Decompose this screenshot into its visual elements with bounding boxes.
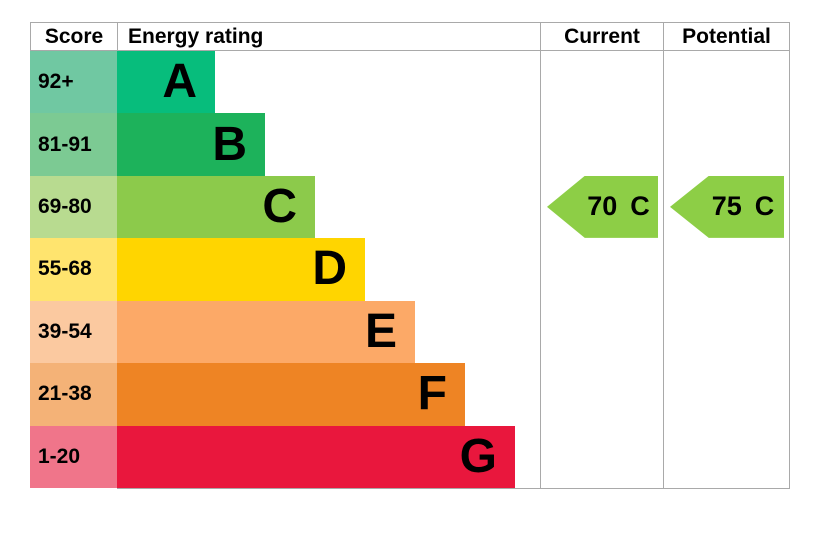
score-range-label: 1-20 xyxy=(38,444,81,468)
score-range-cell: 1-20 xyxy=(30,425,117,488)
band-bar: C xyxy=(117,175,315,239)
band-letter: D xyxy=(312,242,347,296)
band-row: 1-20 G xyxy=(30,425,790,488)
epc-body: 92+ A 81-91 B 69-80 C 55-68 D 39-54 xyxy=(30,51,790,489)
score-range-label: 69-80 xyxy=(38,195,92,219)
band-row: 92+ A xyxy=(30,51,790,114)
current-score-value: 70 xyxy=(587,191,618,222)
score-range-cell: 21-38 xyxy=(30,363,117,426)
score-range-label: 21-38 xyxy=(38,382,92,406)
current-rating-arrow: 70 C xyxy=(547,175,658,238)
header-current: Current xyxy=(540,22,663,51)
band-letter: E xyxy=(364,304,397,358)
band-bar: E xyxy=(117,300,415,364)
score-range-label: 39-54 xyxy=(38,319,92,343)
score-range-cell: 69-80 xyxy=(30,175,117,239)
epc-table: Score Energy rating Current Potential 92… xyxy=(30,22,790,489)
band-bar: A xyxy=(117,51,215,114)
score-range-label: 92+ xyxy=(38,70,74,94)
current-column: 70 C xyxy=(540,51,663,489)
header-energy-rating: Energy rating xyxy=(117,22,540,51)
band-row: 69-80 C xyxy=(30,175,790,239)
potential-column: 75 C xyxy=(663,51,790,489)
band-letter: F xyxy=(417,367,447,421)
header-score: Score xyxy=(30,22,117,51)
score-range-label: 81-91 xyxy=(38,132,92,156)
band-row: 21-38 F xyxy=(30,363,790,426)
band-bar: D xyxy=(117,238,365,301)
band-row: 55-68 D xyxy=(30,238,790,301)
potential-score-value: 75 xyxy=(711,191,742,222)
score-range-cell: 55-68 xyxy=(30,238,117,301)
band-row: 39-54 E xyxy=(30,300,790,364)
potential-band-letter: C xyxy=(754,191,775,222)
band-bar: G xyxy=(117,425,515,488)
header-potential: Potential xyxy=(663,22,790,51)
band-letter: G xyxy=(459,429,497,483)
band-letter: A xyxy=(162,55,197,109)
table-bottom-border xyxy=(117,488,790,489)
band-letter: B xyxy=(212,117,247,171)
band-row: 81-91 B xyxy=(30,113,790,176)
band-letter: C xyxy=(262,180,297,234)
current-band-letter: C xyxy=(630,191,650,222)
band-rows: 92+ A 81-91 B 69-80 C 55-68 D 39-54 xyxy=(30,51,790,488)
score-range-label: 55-68 xyxy=(38,257,92,281)
potential-rating-arrow: 75 C xyxy=(670,175,784,238)
band-bar: F xyxy=(117,363,465,426)
score-range-cell: 81-91 xyxy=(30,113,117,176)
table-header-row: Score Energy rating Current Potential xyxy=(30,22,790,51)
score-range-cell: 92+ xyxy=(30,51,117,114)
score-range-cell: 39-54 xyxy=(30,300,117,364)
band-bar: B xyxy=(117,113,265,176)
